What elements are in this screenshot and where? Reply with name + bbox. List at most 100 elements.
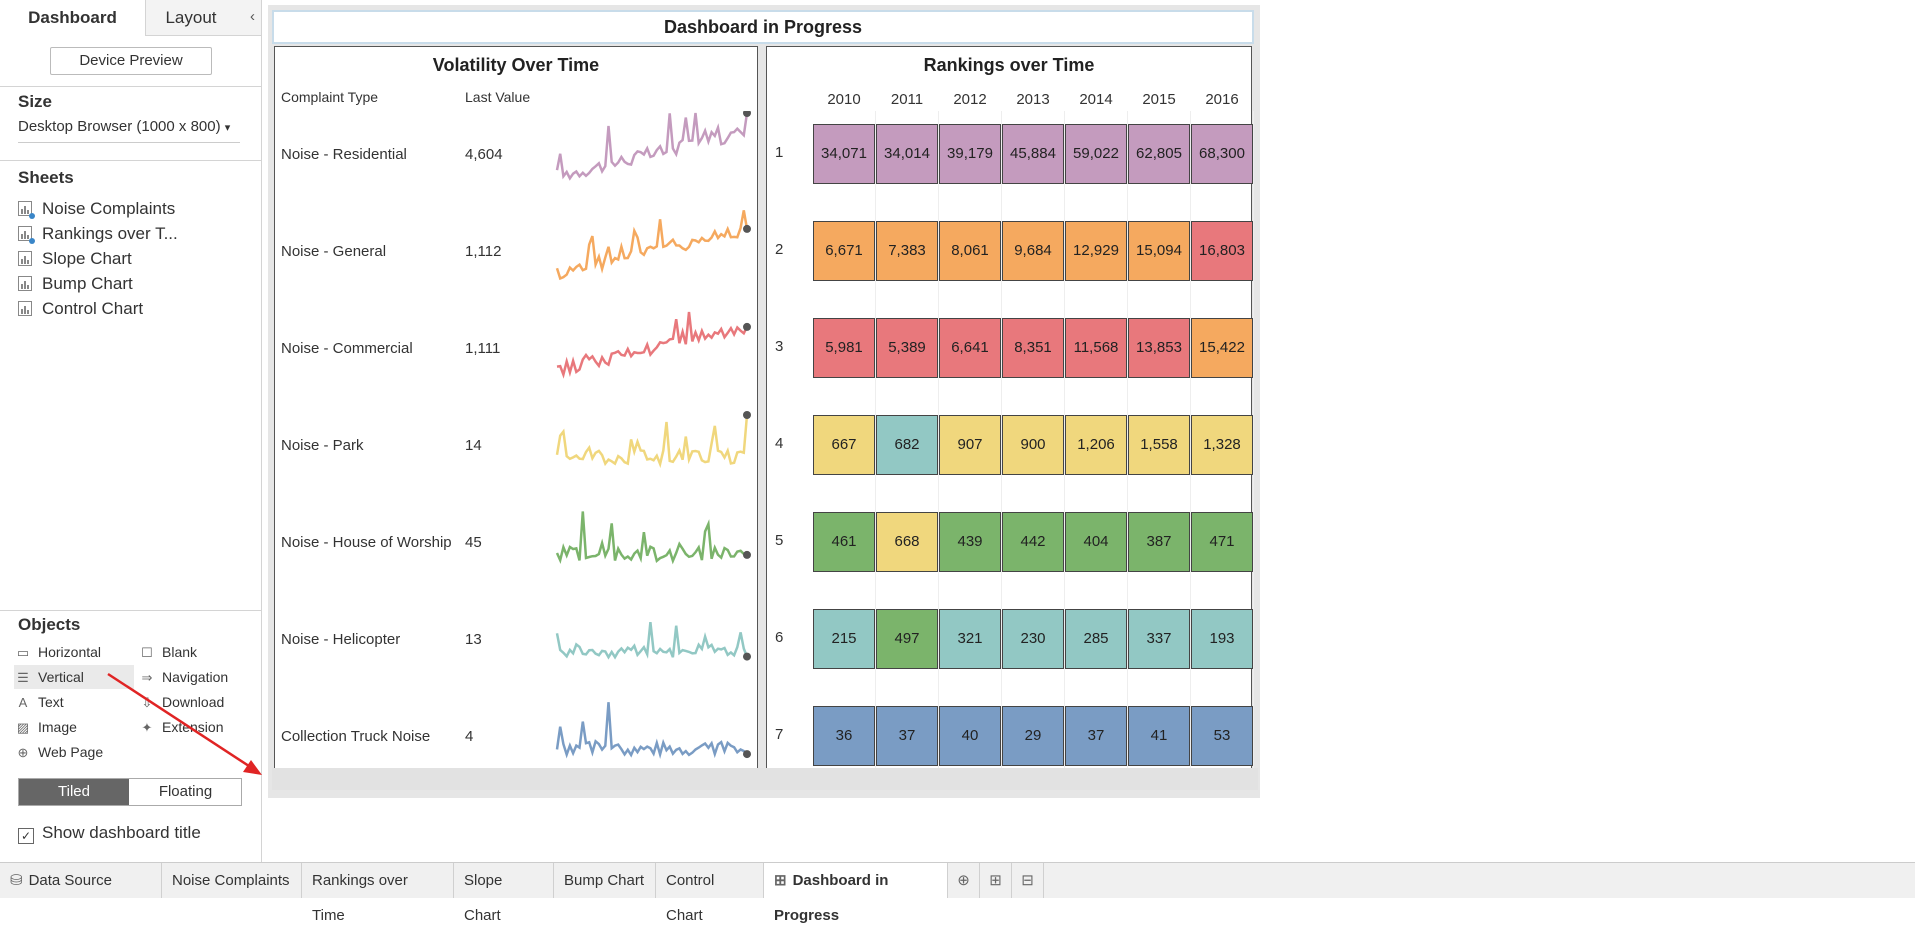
ranking-cell[interactable]: 29 bbox=[1002, 706, 1064, 766]
ranking-cell[interactable]: 34,014 bbox=[876, 124, 938, 184]
new-dashboard-icon[interactable]: ⊞ bbox=[980, 863, 1012, 898]
ranking-cell[interactable]: 15,094 bbox=[1128, 221, 1190, 281]
object-label: Vertical bbox=[38, 669, 84, 685]
size-section-title: Size bbox=[18, 92, 53, 111]
ranking-cell[interactable]: 12,929 bbox=[1065, 221, 1127, 281]
ranking-cell[interactable]: 1,558 bbox=[1128, 415, 1190, 475]
new-worksheet-icon[interactable]: ⊕ bbox=[948, 863, 980, 898]
ranking-cell[interactable]: 41 bbox=[1128, 706, 1190, 766]
tab-layout[interactable]: Layout bbox=[165, 8, 217, 27]
ranking-cell[interactable]: 682 bbox=[876, 415, 938, 475]
ranking-cell[interactable]: 45,884 bbox=[1002, 124, 1064, 184]
dashboard-icon: ⊞ bbox=[774, 872, 787, 889]
ranking-cell[interactable]: 39,179 bbox=[939, 124, 1001, 184]
sheet-item[interactable]: Noise Complaints bbox=[18, 197, 175, 221]
dashboard-title[interactable]: Dashboard in Progress bbox=[272, 10, 1254, 44]
ranking-cell[interactable]: 215 bbox=[813, 609, 875, 669]
ranking-cell[interactable]: 59,022 bbox=[1065, 124, 1127, 184]
sparkline-path bbox=[555, 414, 749, 469]
ranking-cell[interactable]: 9,684 bbox=[1002, 221, 1064, 281]
ranking-cell[interactable]: 404 bbox=[1065, 512, 1127, 572]
ranking-cell[interactable]: 230 bbox=[1002, 609, 1064, 669]
sheet-tab[interactable]: Bump Chart bbox=[554, 863, 656, 898]
sheet-tab[interactable]: Control Chart bbox=[656, 863, 764, 924]
ranking-cell[interactable]: 37 bbox=[1065, 706, 1127, 766]
empty-container-area[interactable] bbox=[272, 768, 1258, 790]
ranking-cell[interactable]: 6,671 bbox=[813, 221, 875, 281]
ranking-cell[interactable]: 7,383 bbox=[876, 221, 938, 281]
ranking-cell[interactable]: 68,300 bbox=[1191, 124, 1253, 184]
object-download[interactable]: ⇩ Download bbox=[138, 690, 248, 714]
floating-button[interactable]: Floating bbox=[130, 779, 241, 805]
ranking-cell[interactable]: 6,641 bbox=[939, 318, 1001, 378]
object-text[interactable]: A Text bbox=[14, 690, 134, 714]
ranking-cell[interactable]: 62,805 bbox=[1128, 124, 1190, 184]
object-web-page[interactable]: ⊕ Web Page bbox=[14, 740, 134, 764]
show-title-checkbox[interactable]: ✓ Show dashboard title bbox=[18, 822, 201, 844]
sheet-item[interactable]: Rankings over T... bbox=[18, 222, 178, 246]
tab-dashboard[interactable]: Dashboard bbox=[0, 0, 146, 36]
complaint-type-header: Complaint Type bbox=[281, 89, 379, 105]
ranking-cell[interactable]: 471 bbox=[1191, 512, 1253, 572]
object-blank[interactable]: ☐ Blank bbox=[138, 640, 248, 664]
object-horizontal[interactable]: ▭ Horizontal bbox=[14, 640, 134, 664]
ranking-cell[interactable]: 11,568 bbox=[1065, 318, 1127, 378]
sheet-tab[interactable]: ⊞ Dashboard in Progress bbox=[764, 863, 948, 924]
device-preview-button[interactable]: Device Preview bbox=[50, 47, 212, 75]
new-story-icon[interactable]: ⊟ bbox=[1012, 863, 1044, 898]
sheet-item[interactable]: Slope Chart bbox=[18, 247, 132, 271]
collapse-panel-icon[interactable]: ‹ bbox=[250, 8, 255, 25]
ranking-cell[interactable]: 53 bbox=[1191, 706, 1253, 766]
rankings-sheet[interactable]: Rankings over Time 2010 2011 2012 2013 2014 2… bbox=[766, 46, 1254, 790]
ranking-cell[interactable]: 497 bbox=[876, 609, 938, 669]
sheets-section-title: Sheets bbox=[18, 168, 74, 187]
grid-line bbox=[1190, 111, 1191, 789]
object-navigation[interactable]: ⇒ Navigation bbox=[138, 665, 248, 689]
last-value-label: 1,112 bbox=[465, 243, 502, 260]
tiled-button[interactable]: Tiled bbox=[19, 779, 129, 805]
sheet-tab[interactable]: Rankings over Time bbox=[302, 863, 454, 924]
ranking-cell[interactable]: 34,071 bbox=[813, 124, 875, 184]
last-value-dot bbox=[743, 224, 751, 233]
sparkline bbox=[555, 210, 751, 281]
grid-line bbox=[1253, 111, 1254, 789]
ranking-cell[interactable]: 900 bbox=[1002, 415, 1064, 475]
ranking-cell[interactable]: 1,206 bbox=[1065, 415, 1127, 475]
ranking-cell[interactable]: 5,981 bbox=[813, 318, 875, 378]
ranking-cell[interactable]: 321 bbox=[939, 609, 1001, 669]
ranking-cell[interactable]: 1,328 bbox=[1191, 415, 1253, 475]
sheet-tab[interactable]: Noise Complaints bbox=[162, 863, 302, 898]
year-header: 2011 bbox=[890, 91, 924, 108]
ranking-cell[interactable]: 668 bbox=[876, 512, 938, 572]
object-extension[interactable]: ✦ Extension bbox=[138, 715, 248, 739]
ranking-cell[interactable]: 285 bbox=[1065, 609, 1127, 669]
sheet-item[interactable]: Control Chart bbox=[18, 297, 143, 321]
ranking-cell[interactable]: 40 bbox=[939, 706, 1001, 766]
ranking-cell[interactable]: 15,422 bbox=[1191, 318, 1253, 378]
object-vertical[interactable]: ☰ Vertical bbox=[14, 665, 134, 689]
ranking-cell[interactable]: 337 bbox=[1128, 609, 1190, 669]
ranking-cell[interactable]: 907 bbox=[939, 415, 1001, 475]
sheet-item[interactable]: Bump Chart bbox=[18, 272, 133, 296]
volatility-sheet[interactable]: Volatility Over Time Complaint Type Last… bbox=[274, 46, 758, 790]
ranking-cell[interactable]: 8,351 bbox=[1002, 318, 1064, 378]
ranking-cell[interactable]: 13,853 bbox=[1128, 318, 1190, 378]
sparkline bbox=[556, 311, 751, 379]
ranking-cell[interactable]: 37 bbox=[876, 706, 938, 766]
ranking-cell[interactable]: 387 bbox=[1128, 512, 1190, 572]
sheet-tab[interactable]: Slope Chart bbox=[454, 863, 554, 924]
ranking-cell[interactable]: 5,389 bbox=[876, 318, 938, 378]
ranking-cell[interactable]: 8,061 bbox=[939, 221, 1001, 281]
ranking-cell[interactable]: 193 bbox=[1191, 609, 1253, 669]
size-dropdown[interactable]: Desktop Browser (1000 x 800) ▾ bbox=[18, 118, 240, 143]
object-image[interactable]: ▨ Image bbox=[14, 715, 134, 739]
ranking-cell[interactable]: 442 bbox=[1002, 512, 1064, 572]
ranking-cell[interactable]: 461 bbox=[813, 512, 875, 572]
last-value-dot bbox=[743, 111, 751, 117]
ranking-cell[interactable]: 439 bbox=[939, 512, 1001, 572]
ranking-cell[interactable]: 36 bbox=[813, 706, 875, 766]
ranking-cell[interactable]: 16,803 bbox=[1191, 221, 1253, 281]
divider bbox=[0, 86, 261, 87]
sheet-tab[interactable]: ⛁ Data Source bbox=[0, 863, 162, 898]
ranking-cell[interactable]: 667 bbox=[813, 415, 875, 475]
